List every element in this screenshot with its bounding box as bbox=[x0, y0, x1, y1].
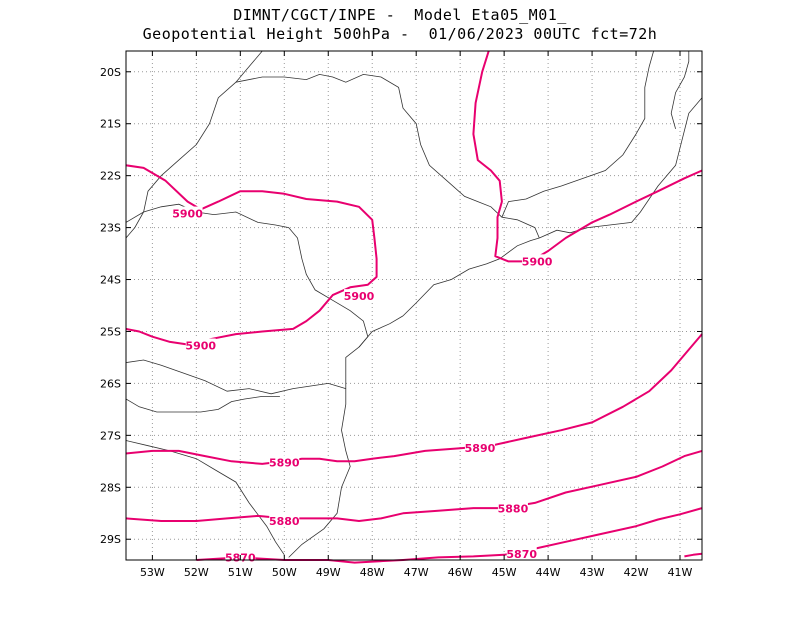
contour-label-bg bbox=[185, 338, 216, 352]
contour-label: 5900 bbox=[344, 290, 375, 303]
boundary-line bbox=[402, 237, 540, 317]
y-tick-label: 25S bbox=[100, 325, 121, 338]
x-tick-label: 41W bbox=[668, 566, 693, 579]
chart-title-line-1: DIMNT/CGCT/INPE - Model Eta05_M01_ bbox=[233, 6, 567, 24]
contour-label-bg bbox=[506, 546, 537, 560]
y-tick-label: 26S bbox=[100, 377, 121, 390]
contour-label-bg bbox=[269, 455, 300, 469]
contour-label: 5880 bbox=[498, 503, 529, 516]
height-contours bbox=[125, 50, 703, 564]
y-tick-label: 22S bbox=[100, 170, 121, 183]
plot-frame bbox=[125, 50, 703, 561]
contour-label: 5890 bbox=[465, 442, 496, 455]
contour-label-bg bbox=[344, 289, 375, 303]
y-tick-label: 20S bbox=[100, 66, 121, 79]
x-tick-label: 44W bbox=[536, 566, 561, 579]
contour-label: 5880 bbox=[269, 515, 300, 528]
contour-label: 5870 bbox=[506, 548, 537, 561]
boundary-line bbox=[125, 395, 280, 413]
x-tick-label: 47W bbox=[404, 566, 429, 579]
boundary-line bbox=[235, 73, 540, 239]
coastline-and-borders bbox=[125, 50, 703, 558]
contour-label-bg bbox=[269, 514, 300, 528]
y-tick-label: 29S bbox=[100, 533, 121, 546]
chart-title-line-2: Geopotential Height 500hPa - 01/06/2023 … bbox=[142, 25, 658, 43]
y-tick-label: 24S bbox=[100, 274, 121, 287]
x-tick-label: 48W bbox=[360, 566, 385, 579]
x-tick-label: 45W bbox=[492, 566, 517, 579]
boundary-line bbox=[670, 51, 690, 130]
x-tick-label: 52W bbox=[184, 566, 209, 579]
contour-label-bg bbox=[464, 440, 495, 454]
boundary-line bbox=[288, 346, 360, 558]
x-tick-label: 43W bbox=[580, 566, 605, 579]
contour-5900 bbox=[125, 164, 378, 346]
boundary-line bbox=[125, 359, 346, 395]
contour-label: 5900 bbox=[172, 208, 203, 221]
boundary-line bbox=[501, 50, 654, 218]
axis-ticks: 53W 52W 51W 50W 49W 48W 47W 46W 45W 44W 43W 42W 41W 2… bbox=[100, 51, 702, 579]
gridlines bbox=[126, 51, 702, 560]
x-tick-label: 53W bbox=[140, 566, 165, 579]
contour-5890 bbox=[125, 333, 703, 465]
contour-5900 bbox=[472, 50, 703, 263]
contour-label-bg bbox=[497, 501, 528, 515]
contour-5870 bbox=[684, 552, 703, 558]
y-tick-label: 21S bbox=[100, 118, 121, 131]
x-tick-label: 46W bbox=[448, 566, 473, 579]
y-tick-label: 23S bbox=[100, 222, 121, 235]
boundary-line bbox=[539, 97, 703, 239]
x-tick-label: 49W bbox=[316, 566, 341, 579]
boundary-line bbox=[358, 315, 404, 348]
x-tick-label: 51W bbox=[228, 566, 253, 579]
boundary-line bbox=[125, 440, 285, 556]
contour-label-bg bbox=[172, 206, 203, 220]
contour-label: 5900 bbox=[185, 339, 216, 352]
contour-5880 bbox=[125, 449, 703, 522]
boundary-line bbox=[125, 203, 369, 348]
contour-label-bg bbox=[522, 254, 553, 268]
contour-label: 5900 bbox=[522, 255, 553, 268]
contour-label: 5890 bbox=[269, 456, 300, 469]
y-tick-label: 28S bbox=[100, 481, 121, 494]
y-tick-label: 27S bbox=[100, 429, 121, 442]
x-tick-label: 42W bbox=[624, 566, 649, 579]
x-tick-label: 50W bbox=[272, 566, 297, 579]
